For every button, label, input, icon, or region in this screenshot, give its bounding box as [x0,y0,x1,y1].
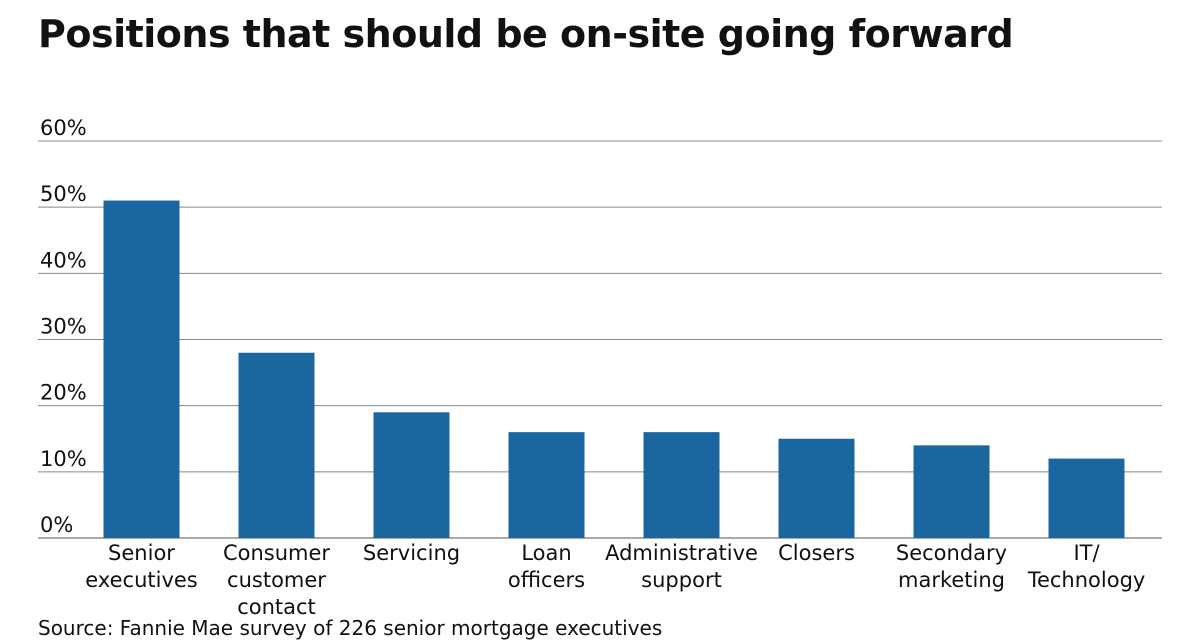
x-tick-label: Administrative support [605,541,758,592]
y-tick-label: 60% [40,116,87,140]
bar [373,412,450,538]
y-tick-label: 20% [40,381,87,405]
x-tick-label: Closers [778,541,855,565]
y-tick-label: 40% [40,248,87,272]
x-tick-label: Servicing [362,541,461,565]
y-tick-label: 0% [40,513,73,537]
source-note: Source: Fannie Mae survey of 226 senior … [38,616,663,640]
bar [103,200,180,539]
y-tick-label: 50% [40,182,87,206]
y-tick-label: 30% [40,315,87,339]
bar [238,352,315,538]
x-tick-label: Secondary marketing [895,541,1008,592]
x-tick-label: Loan officers [507,541,586,592]
bar [508,432,585,538]
bar [643,432,720,538]
chart-title: Positions that should be on-site going f… [38,12,1014,56]
bar [778,438,855,538]
x-tick-label: Consumer customer contact [222,541,331,619]
y-tick-label: 10% [40,447,87,471]
x-tick-label: Senior executives [85,541,198,592]
x-tick-label: IT/ Technology [1027,541,1146,592]
bar [1048,458,1125,538]
bar [913,445,990,538]
